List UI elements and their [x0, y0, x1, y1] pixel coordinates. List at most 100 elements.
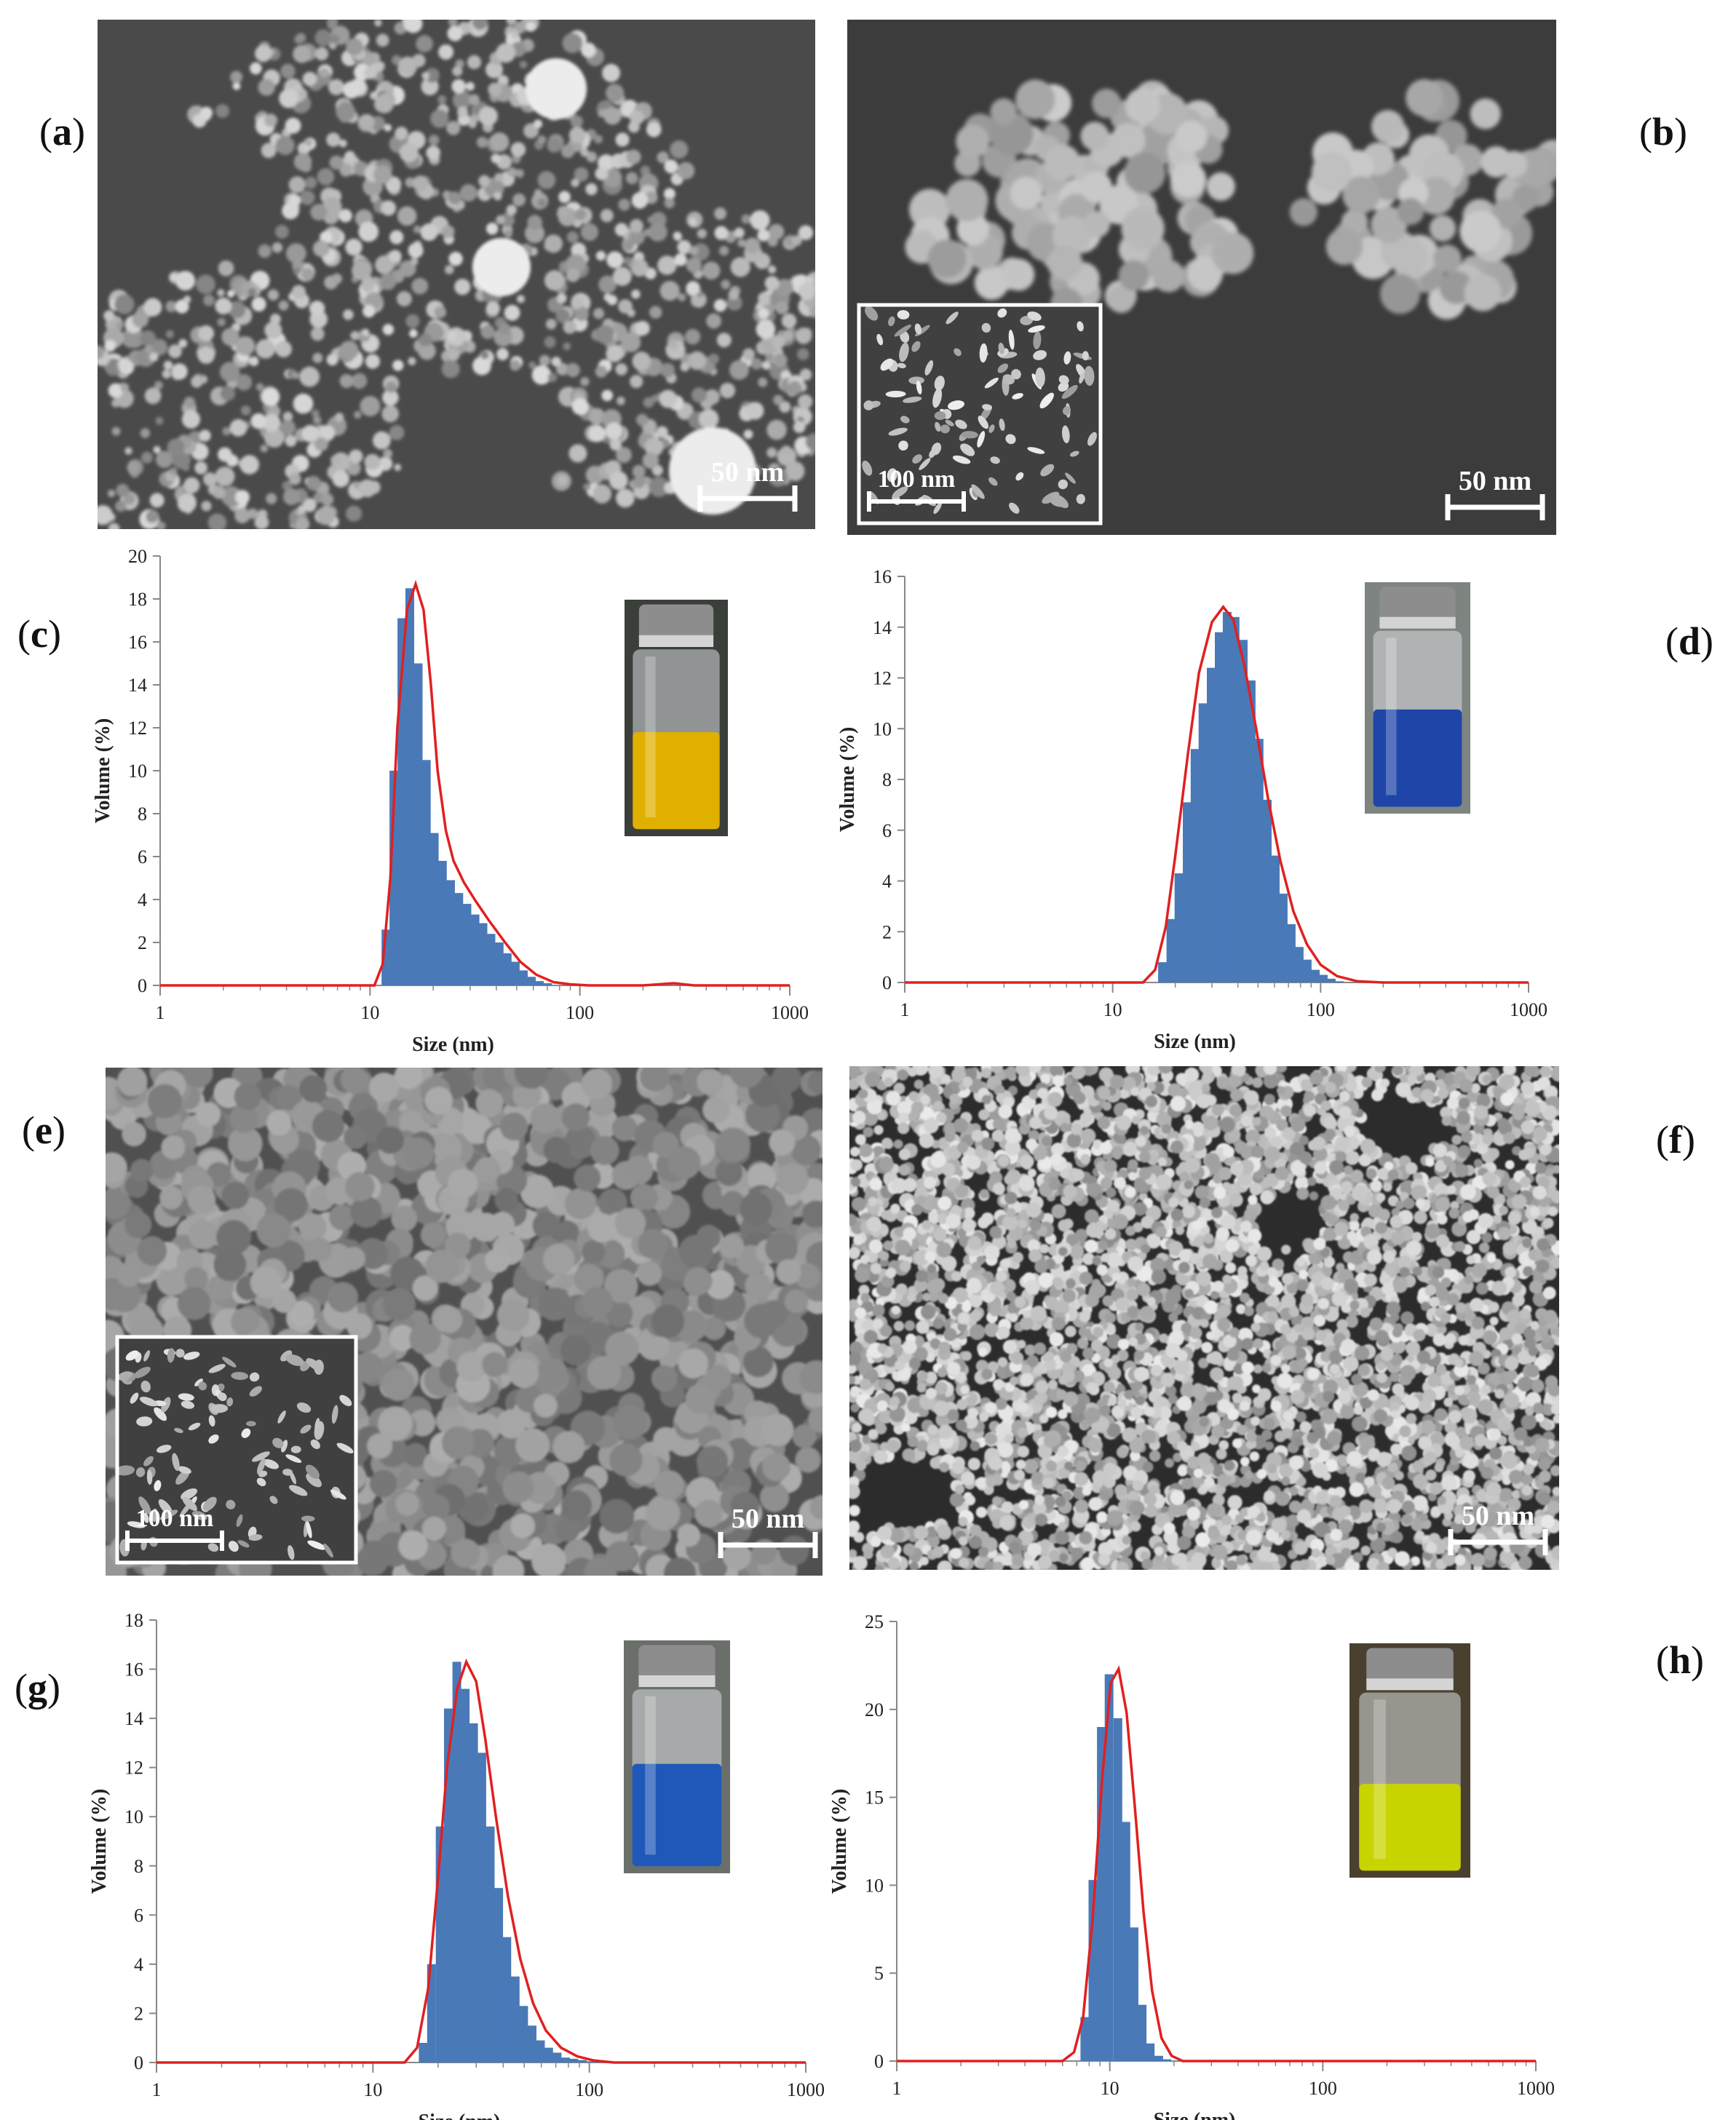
- bar-d: [1207, 667, 1216, 982]
- inset-e: 100 nm: [115, 1335, 358, 1565]
- y-tick-label-g: 4: [134, 1954, 143, 1975]
- bar-c: [421, 760, 431, 986]
- chart-c: 0 2 4 6 8 10 12 14 16 18 20 1 10 100 1000 Size (nm) Volu…: [87, 539, 815, 1056]
- scale-bar-a: 50 nm: [697, 457, 798, 512]
- bar-c: [510, 961, 520, 985]
- bar-g: [569, 2058, 579, 2063]
- y-tick-label-h: 10: [865, 1875, 884, 1896]
- x-tick-label-d: 1: [900, 999, 910, 1020]
- y-tick-label-d: 14: [873, 617, 892, 638]
- bar-h: [1104, 1674, 1114, 2061]
- y-tick-label-g: 18: [124, 1610, 143, 1631]
- bar-h: [1080, 2017, 1090, 2061]
- panel-label-h: (h): [1656, 1638, 1705, 1682]
- bar-c: [454, 893, 464, 985]
- y-tick-label-c: 16: [128, 632, 147, 653]
- y-tick-label-c: 10: [128, 761, 147, 782]
- y-tick-label-h: 5: [874, 1963, 884, 1984]
- y-tick-label-h: 20: [865, 1699, 884, 1720]
- bar-c: [535, 981, 544, 985]
- y-tick-label-g: 8: [134, 1856, 143, 1877]
- inset-scale-label-e: 100 nm: [136, 1505, 214, 1532]
- y-tick-label-d: 0: [882, 972, 892, 993]
- y-tick-label-d: 8: [882, 769, 892, 790]
- bar-d: [1326, 978, 1336, 982]
- bar-c: [502, 953, 512, 986]
- fit-curve-g: [156, 1658, 806, 2064]
- x-tick-label-c: 10: [360, 1002, 379, 1023]
- bar-g: [461, 1688, 470, 2063]
- y-tick-label-c: 6: [138, 846, 147, 868]
- y-axis-label-g: Volume (%): [88, 1789, 111, 1894]
- sem-image-f: 50 nm: [849, 1066, 1559, 1570]
- y-tick-label-d: 12: [873, 668, 892, 689]
- y-axis-label-d: Volume (%): [836, 727, 859, 832]
- bar-g: [544, 2047, 553, 2063]
- bar-h: [1121, 1822, 1130, 2061]
- bar-g: [519, 2006, 528, 2063]
- bar-c: [437, 860, 447, 985]
- bar-d: [1319, 974, 1328, 982]
- y-tick-label-h: 25: [865, 1611, 884, 1632]
- bar-d: [1190, 749, 1200, 982]
- x-tick-label-c: 1000: [771, 1002, 809, 1023]
- scale-bar-label-e: 50 nm: [732, 1504, 804, 1534]
- bar-c: [494, 942, 504, 985]
- bar-c: [470, 914, 480, 985]
- bar-d: [1222, 611, 1232, 982]
- bar-d: [1278, 893, 1288, 982]
- y-tick-label-d: 6: [882, 820, 892, 841]
- fit-curve-h: [897, 1665, 1536, 2063]
- y-tick-label-h: 0: [874, 2051, 884, 2072]
- y-tick-label-g: 14: [124, 1708, 143, 1729]
- sem-image-b: 100 nm 50 nm: [847, 20, 1556, 535]
- sem-image-a: 50 nm: [98, 20, 815, 529]
- y-tick-label-h: 15: [865, 1787, 884, 1809]
- bar-d: [1246, 680, 1256, 982]
- x-tick-label-g: 10: [363, 2079, 382, 2100]
- x-tick-label-d: 100: [1307, 999, 1335, 1020]
- y-tick-label-g: 10: [124, 1806, 143, 1827]
- bar-d: [1311, 969, 1320, 982]
- x-tick-label-h: 100: [1309, 2078, 1337, 2099]
- bar-d: [1263, 799, 1272, 982]
- x-tick-label-h: 1000: [1517, 2078, 1555, 2099]
- x-axis-label-d: Size (nm): [1154, 1031, 1236, 1053]
- bar-g: [469, 1723, 478, 2063]
- y-tick-label-c: 20: [128, 546, 147, 567]
- y-tick-label-c: 12: [128, 718, 147, 739]
- x-tick-label-g: 1000: [787, 2079, 825, 2100]
- bar-g: [577, 2060, 587, 2063]
- chart-h: 0 5 10 15 20 25 1 10 100 1000 Size (nm) Volume (%): [828, 1601, 1565, 2120]
- panel-label-b: (b): [1639, 110, 1688, 154]
- bar-d: [1294, 947, 1304, 982]
- y-axis-label-c: Volume (%): [92, 718, 114, 823]
- bar-d: [1335, 981, 1344, 982]
- y-tick-label-g: 0: [134, 2052, 143, 2073]
- scale-bar-f: 50 nm: [1448, 1501, 1548, 1555]
- sem-image-e: 100 nm 50 nm: [106, 1068, 823, 1576]
- inset-scale-label-b: 100 nm: [878, 466, 956, 493]
- bar-d: [1166, 918, 1176, 982]
- fit-curve-d: [905, 605, 1529, 984]
- chart-g: 0 2 4 6 8 10 12 14 16 18 1 10 100 1000 Size (nm) Volume…: [87, 1601, 825, 2120]
- panel-label-e: (e): [22, 1108, 66, 1152]
- y-tick-label-g: 12: [124, 1758, 143, 1779]
- y-tick-label-g: 6: [134, 1905, 143, 1926]
- scale-bar-label-f: 50 nm: [1462, 1501, 1534, 1531]
- fit-curve-c: [160, 579, 790, 987]
- bar-g: [444, 1708, 453, 2063]
- bar-g: [502, 1937, 512, 2063]
- y-tick-label-c: 18: [128, 589, 147, 610]
- vial-photo-h: [1349, 1643, 1470, 1878]
- y-tick-label-d: 10: [873, 718, 892, 739]
- bar-g: [485, 1826, 495, 2063]
- vial-photo-g: [624, 1640, 730, 1873]
- x-tick-label-d: 10: [1103, 999, 1122, 1020]
- vial-photo-d: [1365, 582, 1470, 814]
- bar-h: [1162, 2059, 1172, 2061]
- bar-h: [1154, 2055, 1163, 2061]
- bar-g: [477, 1752, 486, 2063]
- bar-d: [1239, 640, 1248, 982]
- bar-d: [1230, 616, 1240, 982]
